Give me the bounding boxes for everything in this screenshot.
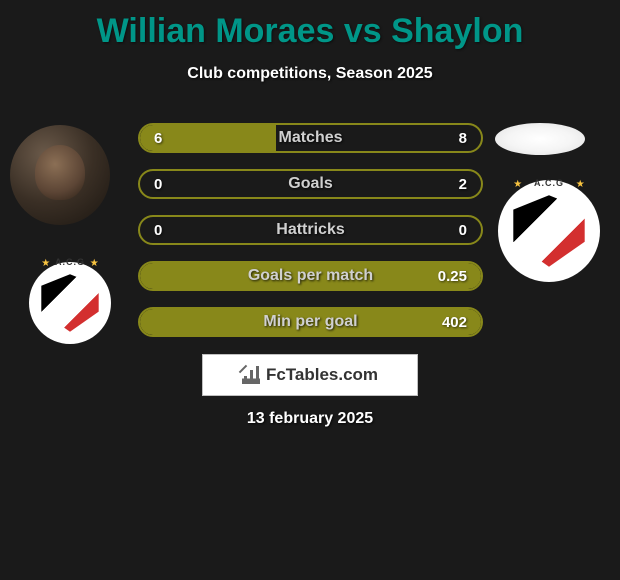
stat-right-value: 8 [459,130,467,147]
stat-label: Goals per match [248,267,373,285]
stat-right-value: 0.25 [438,268,467,285]
player2-avatar [495,123,585,155]
badge-label: A.C.G [55,257,85,267]
comparison-title: Willian Moraes vs Shaylon [0,0,620,51]
stat-label: Goals [288,175,332,193]
stat-row-matches: 6 Matches 8 [138,123,483,153]
chart-icon [242,366,260,384]
stat-label: Hattricks [276,221,344,239]
stat-right-value: 402 [442,314,467,331]
player1-avatar [10,125,110,225]
stat-left-value: 0 [154,176,162,193]
stat-right-value: 0 [459,222,467,239]
branding-box: FcTables.com [202,354,418,396]
season-subtitle: Club competitions, Season 2025 [0,65,620,83]
stat-label: Min per goal [263,313,357,331]
badge-label: A.C.G [534,178,564,188]
date-text: 13 february 2025 [247,410,373,428]
shield-icon [513,195,584,266]
stat-row-hattricks: 0 Hattricks 0 [138,215,483,245]
player1-team-badge: ★★ A.C.G [29,262,111,344]
stat-row-goals: 0 Goals 2 [138,169,483,199]
branding-text: FcTables.com [266,365,378,385]
stat-label: Matches [278,129,342,147]
stat-left-value: 6 [154,130,162,147]
stat-left-value: 0 [154,222,162,239]
player2-team-badge: ★★ A.C.G [498,180,600,282]
stat-right-value: 2 [459,176,467,193]
stat-row-goals-per-match: Goals per match 0.25 [138,261,483,291]
stat-row-min-per-goal: Min per goal 402 [138,307,483,337]
stats-container: 6 Matches 8 0 Goals 2 0 Hattricks 0 Goal… [138,123,483,353]
shield-icon [41,274,98,331]
